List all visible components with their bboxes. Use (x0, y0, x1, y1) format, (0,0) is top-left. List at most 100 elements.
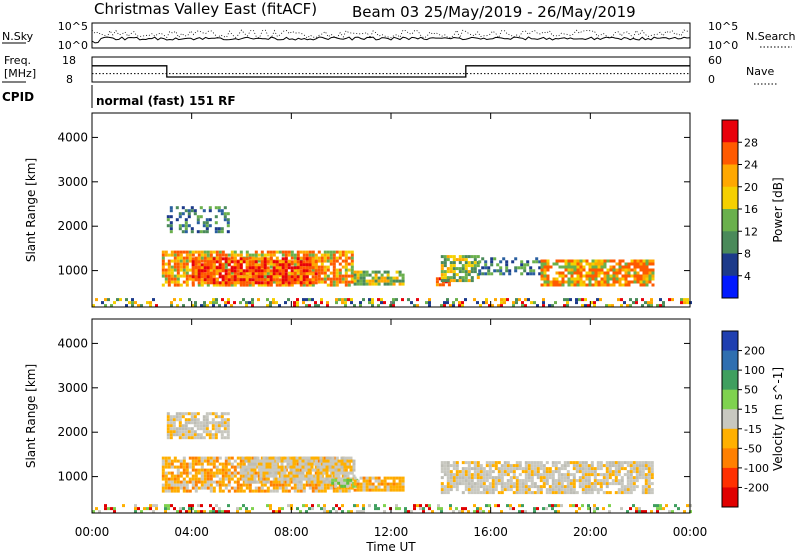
echo-cell (347, 283, 351, 287)
echo-cell (596, 488, 600, 492)
echo-cell (641, 510, 644, 514)
echo-cell (310, 474, 314, 478)
echo-cell (181, 212, 185, 216)
echo-cell (530, 491, 534, 495)
echo-cell (458, 276, 462, 280)
echo-cell (166, 215, 170, 219)
echo-cell (494, 488, 498, 492)
echo-cell (549, 280, 553, 284)
echo-cell (220, 433, 224, 437)
echo-cell (305, 510, 308, 514)
echo-cell (479, 476, 483, 480)
echo-cell (175, 412, 179, 416)
echo-cell (653, 504, 656, 508)
echo-cell (244, 471, 248, 475)
echo-cell (281, 250, 285, 254)
echo-cell (221, 483, 225, 487)
echo-cell (230, 260, 234, 264)
echo-cell (648, 271, 652, 275)
echo-cell (473, 270, 477, 274)
echo-cell (614, 482, 618, 486)
echo-cell (362, 282, 366, 286)
echo-cell (164, 489, 168, 493)
echo-cell (305, 298, 308, 302)
echo-cell (334, 459, 338, 463)
echo-cell (557, 491, 561, 495)
echo-cell (209, 486, 213, 490)
echo-cell (392, 279, 396, 283)
echo-cell (197, 275, 201, 279)
echo-cell (509, 482, 513, 486)
echo-cell (296, 281, 300, 285)
echo-cell (248, 510, 251, 514)
echo-cell (337, 471, 341, 475)
echo-cell (310, 465, 314, 469)
echo-cell (202, 209, 206, 213)
echo-cell (176, 274, 180, 278)
echo-cell (680, 298, 683, 302)
echo-cell (518, 461, 522, 465)
echo-cell (602, 482, 606, 486)
echo-cell (167, 262, 171, 266)
echo-cell (440, 464, 444, 468)
echo-cell (176, 304, 179, 308)
echo-cell (284, 283, 288, 287)
echo-cell (212, 263, 216, 267)
echo-cell (272, 250, 276, 254)
echo-cell (203, 272, 207, 276)
echo-cell (280, 462, 284, 466)
echo-cell (353, 479, 357, 483)
echo-cell (224, 277, 228, 281)
echo-cell (524, 464, 528, 468)
echo-cell (296, 275, 300, 279)
echo-cell (629, 479, 633, 483)
echo-cell (209, 483, 213, 487)
echo-cell (239, 281, 243, 285)
echo-cell (161, 462, 165, 466)
echo-cell (239, 459, 243, 463)
echo-cell (526, 263, 530, 267)
echo-cell (552, 277, 556, 281)
echo-cell (164, 268, 168, 272)
echo-cell (488, 504, 491, 508)
echo-cell (356, 273, 360, 277)
echo-cell (244, 468, 248, 472)
echo-cell (220, 430, 224, 434)
echo-cell (407, 510, 410, 514)
echo-cell (449, 488, 453, 492)
echo-cell (125, 298, 128, 302)
echo-cell (332, 507, 335, 511)
echo-cell (488, 470, 492, 474)
echo-cell (605, 476, 609, 480)
echo-cell (295, 468, 299, 472)
echo-cell (196, 230, 200, 234)
echo-cell (202, 421, 206, 425)
echo-cell (349, 478, 353, 482)
echo-cell (443, 255, 447, 259)
echo-cell (346, 481, 350, 485)
echo-cell (392, 485, 396, 489)
echo-cell (579, 277, 583, 281)
echo-cell (656, 507, 659, 511)
echo-cell (503, 470, 507, 474)
echo-cell (275, 301, 278, 305)
echo-cell (612, 265, 616, 269)
echo-cell (284, 280, 288, 284)
echo-cell (215, 471, 219, 475)
echo-cell (254, 489, 258, 493)
echo-cell (371, 279, 375, 283)
echo-cell (605, 304, 608, 308)
echo-cell (295, 474, 299, 478)
echo-cell (170, 304, 173, 308)
echo-cell (272, 298, 275, 302)
echo-cell (443, 488, 447, 492)
echo-cell (179, 459, 183, 463)
echo-cell (344, 304, 347, 308)
echo-cell (302, 269, 306, 273)
echo-cell (560, 476, 564, 480)
echo-cell (196, 221, 200, 225)
echo-cell (245, 253, 249, 257)
echo-cell (491, 488, 495, 492)
echo-cell (594, 274, 598, 278)
